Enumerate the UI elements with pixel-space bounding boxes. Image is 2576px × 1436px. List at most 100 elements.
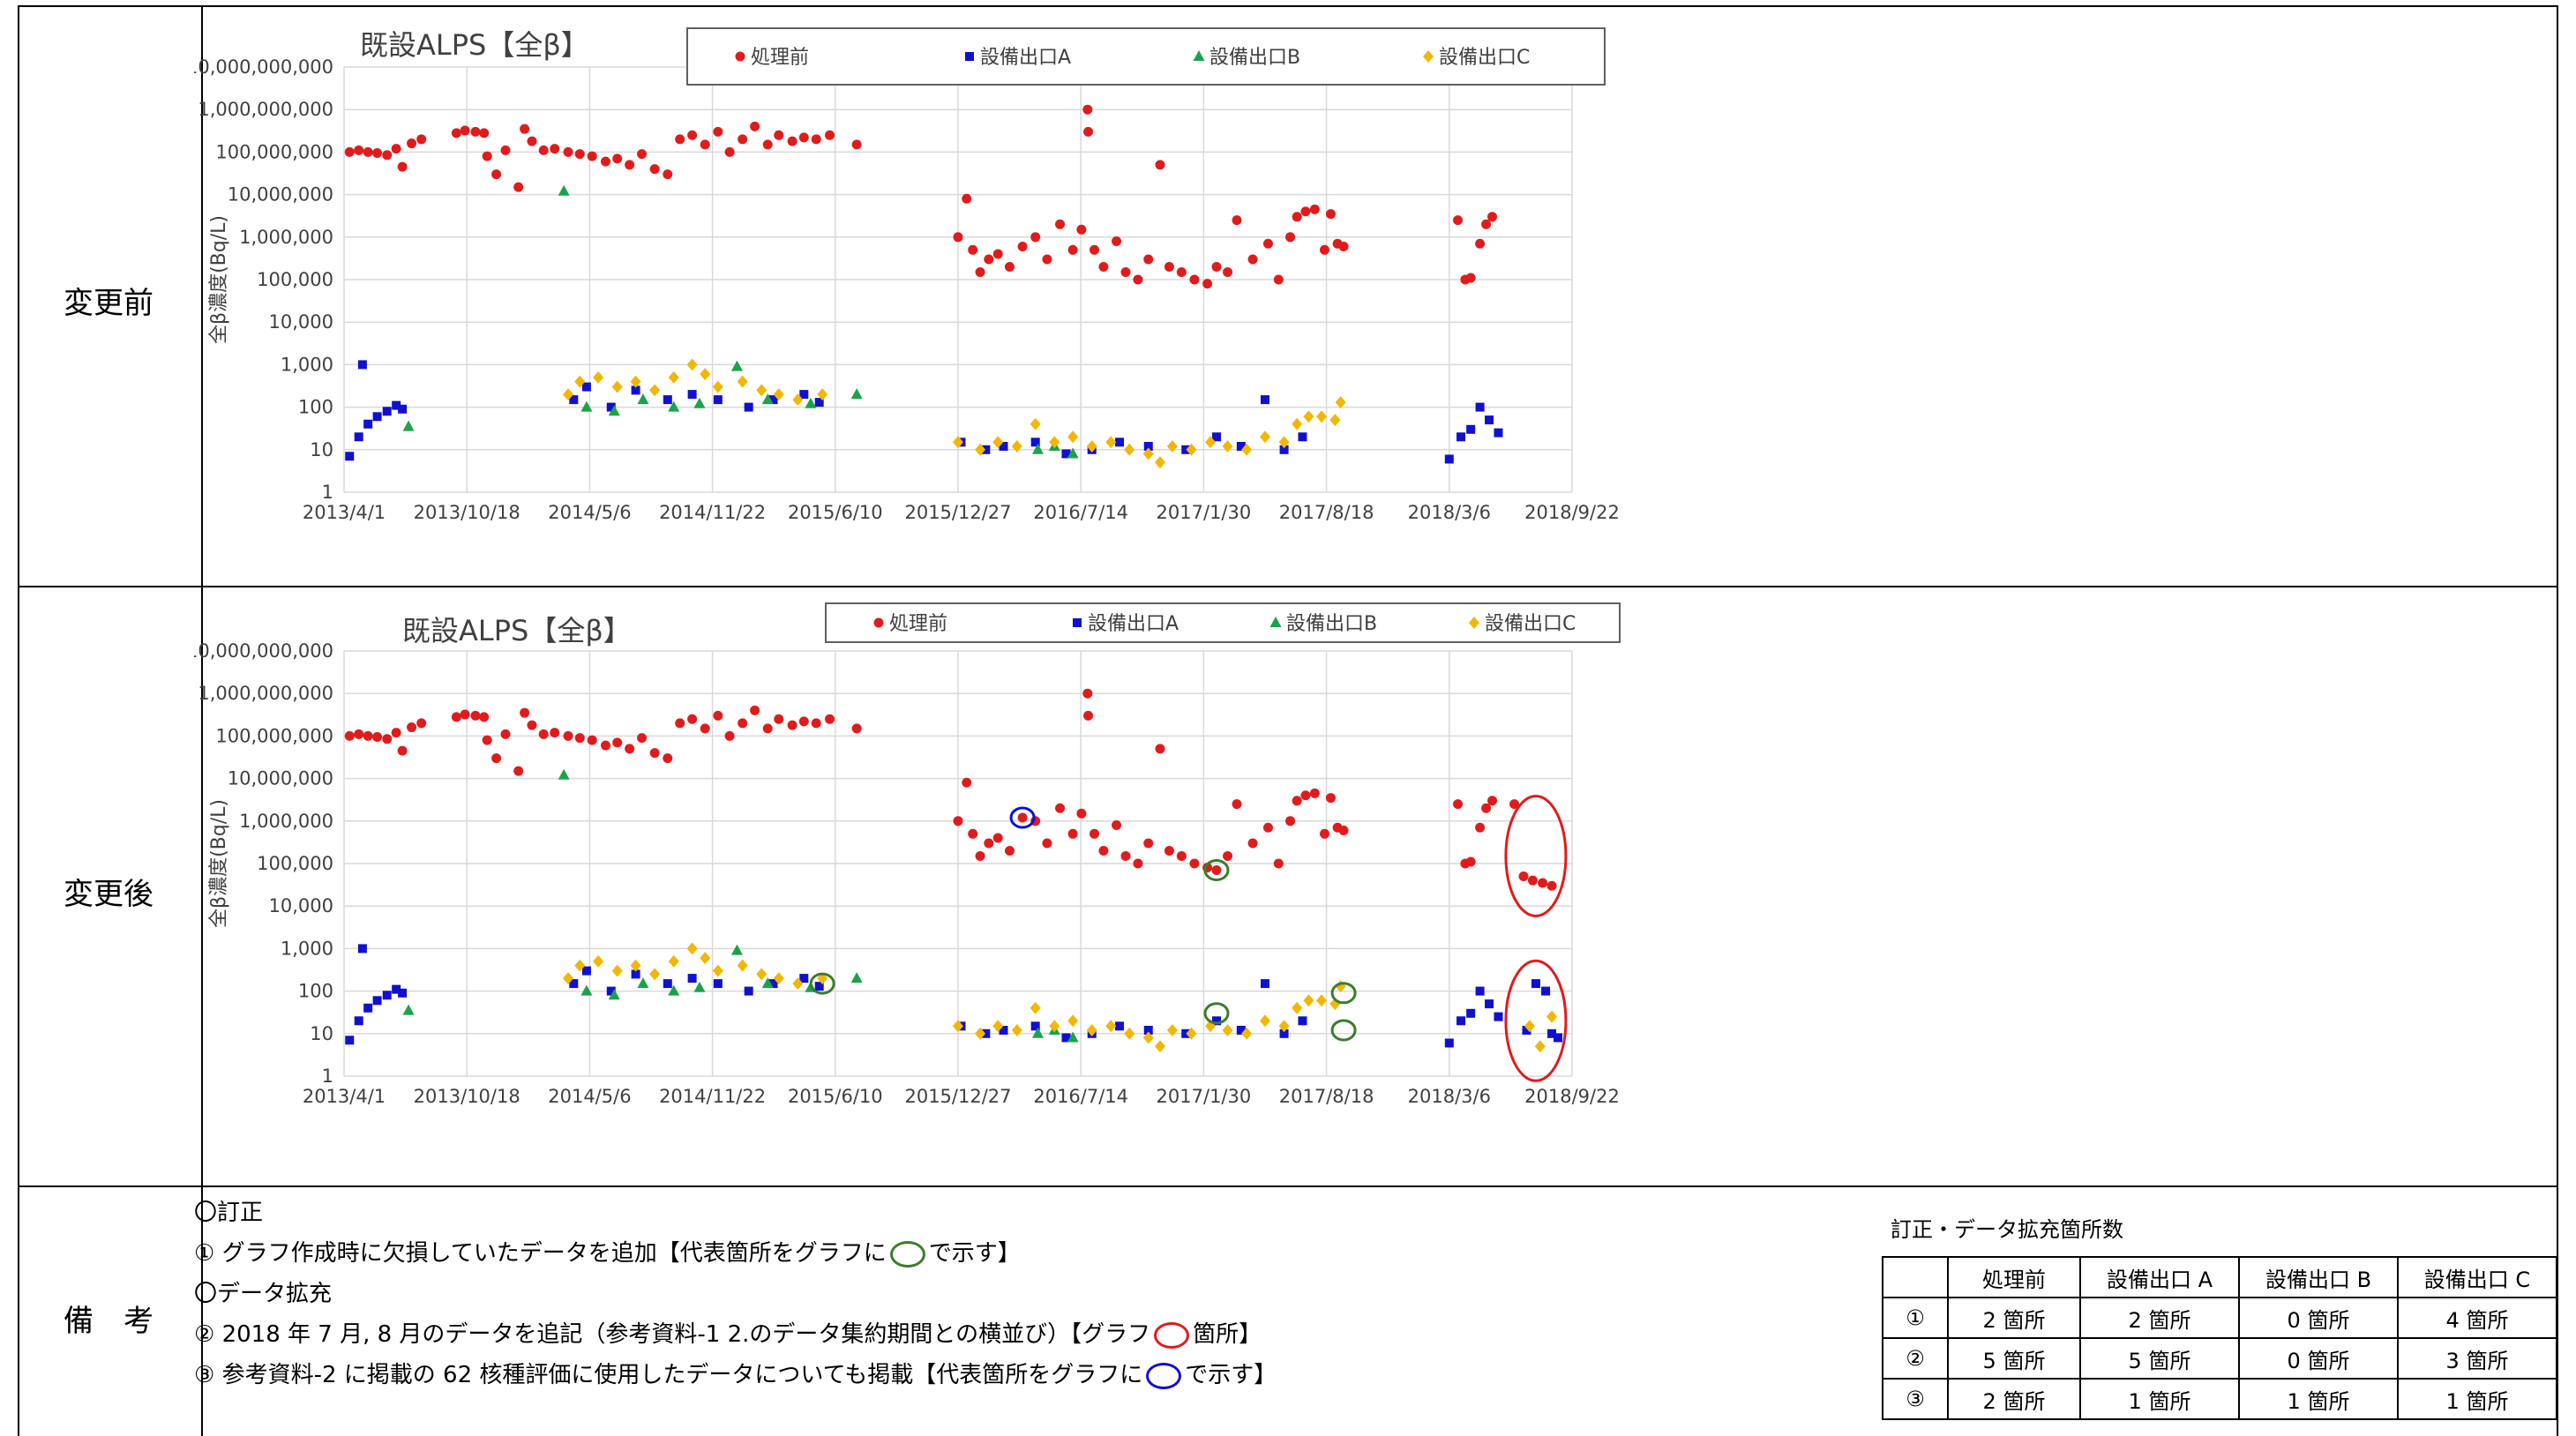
data-point-pre xyxy=(1465,273,1476,283)
x-tick-label: 2015/12/27 xyxy=(904,1086,1011,1107)
data-point-pre xyxy=(363,730,373,741)
data-point-out-a xyxy=(1466,1008,1476,1018)
data-point-pre xyxy=(1527,875,1538,886)
data-point-pre xyxy=(1090,828,1100,839)
x-tick-label: 2013/4/1 xyxy=(303,1086,386,1107)
data-point-out-c xyxy=(1329,998,1341,1011)
data-point-out-a xyxy=(687,974,697,984)
data-point-pre xyxy=(1120,851,1131,862)
data-point-out-a xyxy=(1475,986,1485,996)
remark-item-1: ① グラフ作成時に欠損していたデータを追加【代表箇所をグラフに で示す】 xyxy=(194,1233,1277,1274)
data-point-out-a xyxy=(1143,1025,1153,1035)
data-point-out-a xyxy=(1466,424,1476,434)
data-point-out-a xyxy=(569,979,579,989)
data-point-out-a xyxy=(713,979,723,989)
header-cell: 処理前 xyxy=(1947,1256,2081,1298)
data-point-pre xyxy=(1083,126,1094,137)
data-point-pre xyxy=(1004,261,1015,272)
data-point-pre xyxy=(1453,799,1464,810)
extension-heading: 〇データ拡充 xyxy=(194,1281,333,1307)
data-point-out-b xyxy=(608,989,620,1000)
y-axis-label: 全β濃度(Bq/L) xyxy=(208,799,230,928)
data-point-out-a xyxy=(631,969,640,979)
data-point-pre xyxy=(1262,822,1273,833)
data-point-out-c xyxy=(1049,1020,1060,1033)
data-point-pre xyxy=(1481,803,1492,813)
chart-title: 既設ALPS【全β】 xyxy=(402,614,632,647)
data-point-pre xyxy=(1338,241,1349,251)
data-point-pre xyxy=(798,132,809,143)
data-point-pre xyxy=(354,729,364,739)
comparison-table xyxy=(18,5,2558,1436)
red-annotation-circle xyxy=(1504,959,1568,1082)
data-point-out-b xyxy=(637,393,649,405)
data-point-pre xyxy=(724,146,735,157)
data-point-pre xyxy=(1083,710,1094,721)
table-row: ③ 2 箇所 1 箇所 1 箇所 1 箇所 xyxy=(1882,1378,2557,1420)
data-point-pre xyxy=(825,130,835,140)
data-point-out-c xyxy=(1124,1027,1135,1040)
data-point-out-c xyxy=(1086,1023,1097,1036)
y-tick-label: 1,000,000 xyxy=(239,811,333,832)
remarks-notes: 〇訂正 ① グラフ作成時に欠損していたデータを追加【代表箇所をグラフに で示す】 … xyxy=(194,1193,1277,1395)
data-point-out-c xyxy=(1142,1031,1154,1044)
data-point-out-c xyxy=(737,375,748,388)
data-point-out-a xyxy=(1212,432,1222,442)
data-point-out-a xyxy=(1061,1033,1071,1043)
data-point-pre xyxy=(587,735,597,745)
legend-marker xyxy=(965,52,974,61)
data-point-pre xyxy=(1042,838,1052,849)
data-point-pre xyxy=(527,136,537,146)
data-point-pre xyxy=(513,182,524,192)
x-tick-label: 2014/5/6 xyxy=(548,1086,631,1107)
data-point-pre xyxy=(600,740,610,751)
data-point-out-c xyxy=(1105,1020,1117,1033)
data-point-pre xyxy=(491,753,502,764)
x-tick-label: 2013/10/18 xyxy=(414,502,520,523)
data-point-pre xyxy=(1076,808,1087,819)
data-point-pre xyxy=(407,138,417,149)
data-point-pre xyxy=(372,731,383,742)
data-point-pre xyxy=(1509,799,1520,810)
legend-marker xyxy=(1073,618,1082,627)
y-tick-label: 10,000,000,000 xyxy=(194,56,333,78)
data-point-pre xyxy=(1300,206,1311,217)
y-tick-label: 1,000,000,000 xyxy=(198,683,333,704)
data-point-out-b xyxy=(761,393,774,405)
data-point-out-a xyxy=(345,1036,355,1045)
data-point-out-a xyxy=(799,974,809,984)
data-point-pre xyxy=(1285,232,1296,243)
data-point-out-c xyxy=(611,380,623,393)
data-point-pre xyxy=(527,720,537,730)
data-point-out-c xyxy=(992,1020,1004,1033)
header-cell: 設備出口 A xyxy=(2079,1256,2240,1298)
data-point-pre xyxy=(1189,274,1200,285)
table-row: ① 2 箇所 2 箇所 0 箇所 4 箇所 xyxy=(1882,1297,2557,1339)
data-point-pre xyxy=(1223,851,1233,862)
data-point-out-a xyxy=(1547,1028,1557,1038)
legend: 処理前 設備出口A 設備出口B 設備出口C xyxy=(825,602,1621,643)
data-point-pre xyxy=(1155,744,1165,754)
data-point-pre xyxy=(1300,790,1311,801)
data-point-pre xyxy=(968,244,978,255)
table-cell: 4 箇所 xyxy=(2397,1297,2557,1339)
data-point-pre xyxy=(397,161,408,172)
data-point-out-b xyxy=(730,360,743,371)
data-point-out-a xyxy=(1494,428,1503,438)
data-point-pre xyxy=(1082,688,1093,699)
data-point-out-a xyxy=(744,402,753,412)
x-tick-label: 2017/1/30 xyxy=(1157,502,1252,523)
data-point-pre xyxy=(482,735,492,745)
y-tick-label: 10,000 xyxy=(269,311,333,333)
blue-circle-icon xyxy=(1146,1362,1182,1389)
data-point-out-a xyxy=(1061,449,1071,459)
data-point-pre xyxy=(1232,215,1242,226)
x-tick-label: 2013/4/1 xyxy=(303,502,386,523)
data-point-out-a xyxy=(569,395,579,405)
data-point-pre xyxy=(538,729,549,739)
table-cell: 3 箇所 xyxy=(2397,1337,2557,1380)
data-point-pre xyxy=(675,718,685,729)
data-point-out-a xyxy=(1553,1033,1562,1043)
blue-annotation-circle xyxy=(1009,806,1036,829)
data-point-out-c xyxy=(1067,1014,1079,1028)
